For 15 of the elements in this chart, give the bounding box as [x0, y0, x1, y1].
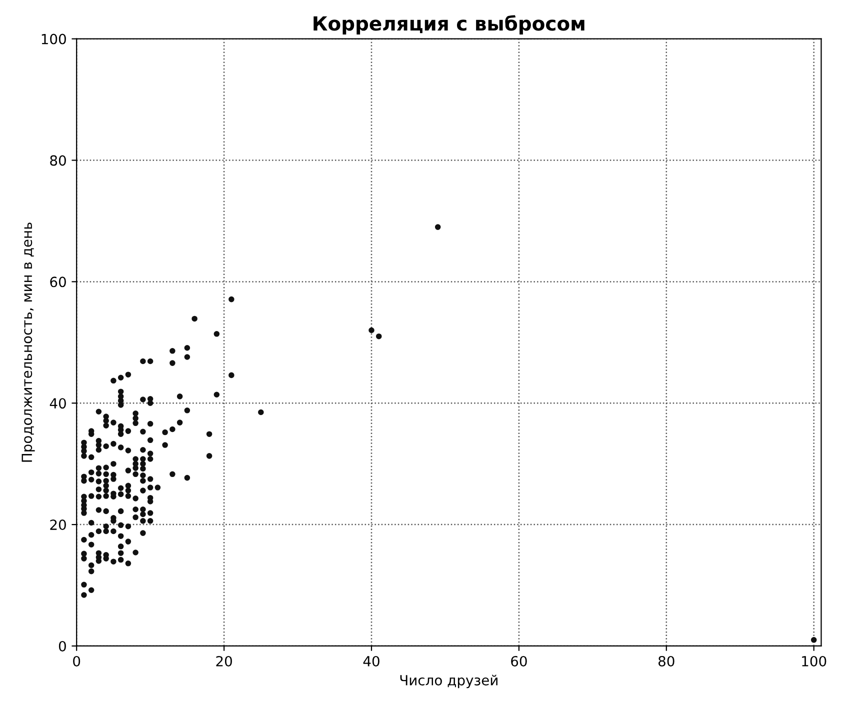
y-tick-label: 100: [42, 34, 66, 44]
y-tick-label: 0: [58, 640, 66, 652]
y-tick-label: 60: [50, 276, 66, 288]
x-tick-label: 80: [658, 656, 674, 666]
y-tick-label: 80: [50, 155, 66, 166]
x-tick-label: 60: [511, 656, 527, 666]
y-tick-label: 20: [50, 520, 66, 530]
chart-title: Корреляция с выбросом: [314, 15, 584, 35]
x-tick-label: 40: [363, 656, 380, 666]
y-axis-title: Продолжительность, мин в день: [22, 222, 35, 462]
x-tick-label: 100: [802, 656, 826, 666]
x-tick-label: 0: [73, 656, 80, 666]
x-axis-title: Число друзей: [400, 674, 498, 688]
x-tick-label: 20: [216, 656, 232, 666]
y-tick-label: 40: [50, 398, 66, 409]
